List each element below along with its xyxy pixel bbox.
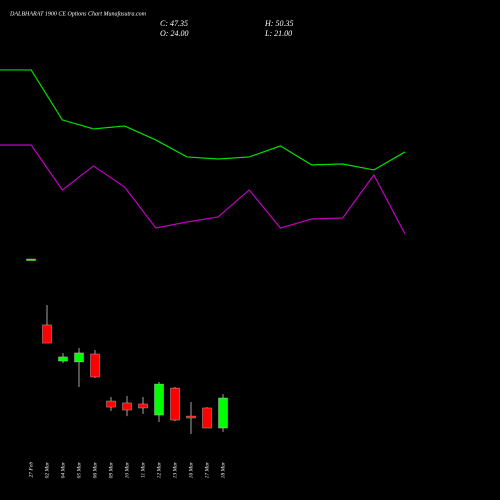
x-tick-label: 16 Mar bbox=[188, 461, 194, 478]
info-low: L: 21.00 bbox=[264, 29, 292, 38]
candle-body bbox=[42, 324, 52, 344]
x-tick-label: 13 Mar bbox=[172, 461, 178, 478]
x-tick-label: 04 Mar bbox=[59, 461, 66, 478]
x-tick-label: 11 Mar bbox=[140, 461, 146, 478]
candle-body bbox=[202, 407, 212, 429]
line bbox=[0, 69, 406, 171]
x-tick-label: 05 Mar bbox=[76, 461, 82, 478]
info-high: H: 50.35 bbox=[264, 19, 293, 28]
candle-body bbox=[26, 258, 36, 261]
x-tick-label: 10 Mar bbox=[124, 461, 130, 478]
candle-body bbox=[138, 403, 148, 409]
candle-body bbox=[154, 383, 164, 416]
candle-body bbox=[106, 400, 116, 408]
x-tick-label: 09 Mar bbox=[108, 461, 114, 478]
x-tick-label: 18 Mar bbox=[220, 461, 226, 478]
candle-body bbox=[218, 397, 228, 429]
candle-body bbox=[90, 353, 100, 378]
info-close: C: 47.35 bbox=[160, 19, 188, 28]
candle-body bbox=[58, 356, 68, 362]
x-tick-label: 06 Mar bbox=[92, 461, 98, 478]
line bbox=[0, 144, 406, 235]
x-tick-label: 27 Feb bbox=[28, 462, 34, 478]
x-tick-label: 12 Mar bbox=[156, 461, 162, 478]
info-open: O: 24.00 bbox=[160, 29, 188, 38]
chart-title: DALBHARAT 1900 CE Options Chart Munafasu… bbox=[9, 10, 147, 17]
candle-body bbox=[186, 415, 196, 419]
candle-body bbox=[122, 402, 132, 411]
x-tick-label: 17 Mar bbox=[204, 461, 210, 478]
x-tick-label: 02 Mar bbox=[44, 461, 50, 478]
candle-body bbox=[170, 387, 180, 421]
candle-body bbox=[74, 352, 84, 363]
